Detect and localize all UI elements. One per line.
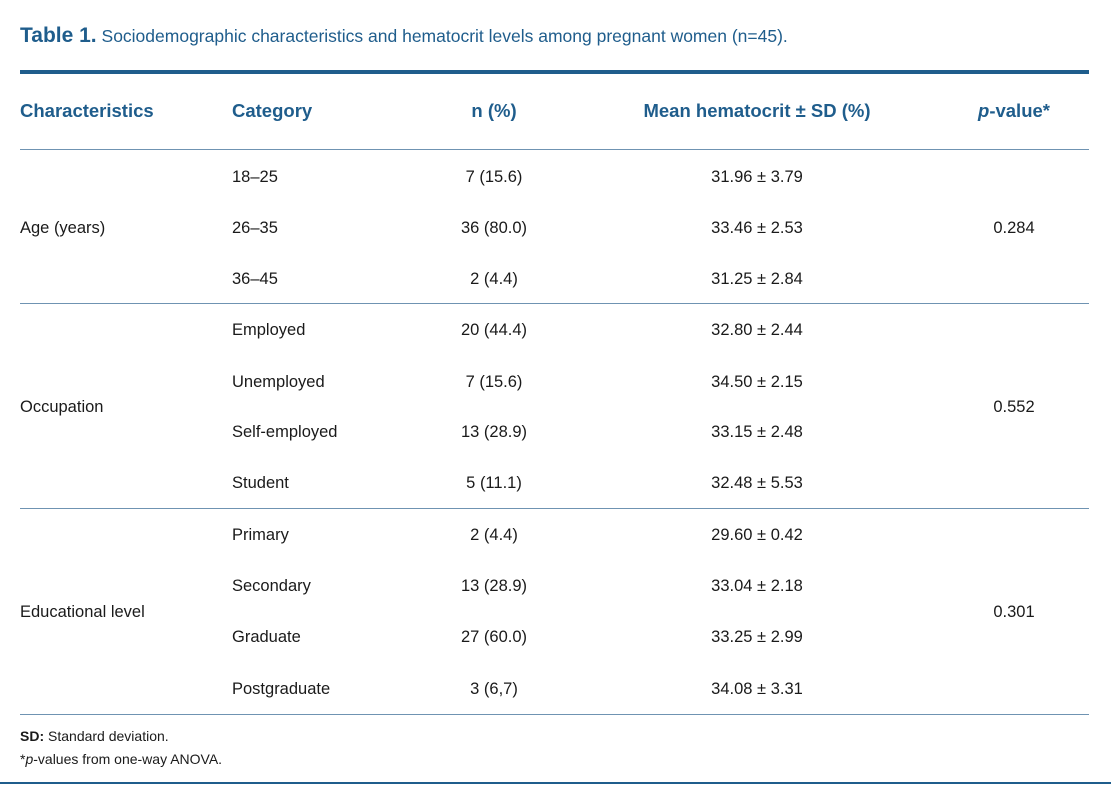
table-row-n: 5 (11.1) <box>466 474 522 492</box>
table-row-n: 2 (4.4) <box>470 270 518 288</box>
table-bottom-rule <box>20 714 1089 715</box>
table-row-mean: 33.15 ± 2.48 <box>711 423 803 441</box>
table-row-mean: 33.25 ± 2.99 <box>711 628 803 646</box>
header-p-italic: p <box>978 100 990 121</box>
group-divider <box>20 508 1089 509</box>
table-row-category: Secondary <box>232 577 311 595</box>
header-p-value: p-value* <box>978 100 1050 122</box>
footnote-sd: SD: Standard deviation. <box>20 728 169 744</box>
table-row-category: Unemployed <box>232 373 325 391</box>
table-row-category: Self-employed <box>232 423 338 441</box>
header-mean-hematocrit: Mean hematocrit ± SD (%) <box>643 100 871 121</box>
table-row-category: Employed <box>232 321 306 339</box>
table-row-mean: 33.46 ± 2.53 <box>711 219 803 237</box>
group-occupation-label: Occupation <box>20 398 104 416</box>
page-bottom-rule <box>0 782 1111 784</box>
table-row-n: 13 (28.9) <box>460 423 528 441</box>
table-row-mean: 31.25 ± 2.84 <box>711 270 803 288</box>
table-row-category: Graduate <box>232 628 301 646</box>
table-caption: Table 1. Sociodemographic characteristic… <box>20 24 788 48</box>
table-top-rule <box>20 70 1089 74</box>
footnote-p-prefix: * <box>20 751 26 767</box>
table-row-n: 7 (15.6) <box>465 168 523 186</box>
table-caption-text: Sociodemographic characteristics and hem… <box>101 26 788 46</box>
footnote-p-value: *p-values from one-way ANOVA. <box>20 751 222 767</box>
footnote-sd-text: Standard deviation. <box>44 728 169 744</box>
footnote-p-italic: p <box>25 751 34 767</box>
table-row-mean: 32.48 ± 5.53 <box>711 474 803 492</box>
header-category: Category <box>232 100 313 121</box>
table-row-mean: 31.96 ± 3.79 <box>711 168 803 186</box>
table-row-category: Primary <box>232 526 289 544</box>
table-row-mean: 34.50 ± 2.15 <box>711 373 803 391</box>
group-occupation-p-value: 0.552 <box>993 398 1035 416</box>
group-age-label: Age (years) <box>20 219 106 237</box>
table-row-n: 27 (60.0) <box>460 628 528 646</box>
header-rule <box>20 149 1089 150</box>
table-row-n: 3 (6,7) <box>470 680 518 698</box>
group-education-p-value: 0.301 <box>993 603 1035 621</box>
table-row-category: Student <box>232 474 289 492</box>
footnote-p-text: -values from one-way ANOVA. <box>33 751 223 767</box>
table-caption-label: Table 1. <box>20 24 97 47</box>
group-education-label: Educational level <box>20 603 145 621</box>
header-characteristics: Characteristics <box>20 100 154 121</box>
table-row-n: 20 (44.4) <box>460 321 528 339</box>
table-row-mean: 34.08 ± 3.31 <box>711 680 803 698</box>
header-n-percent: n (%) <box>471 100 517 121</box>
table-row-n: 7 (15.6) <box>465 373 523 391</box>
footnote-sd-label: SD: <box>20 728 45 744</box>
table-row-category: Postgraduate <box>232 680 331 698</box>
table-row-n: 13 (28.9) <box>460 577 528 595</box>
table-row-mean: 29.60 ± 0.42 <box>711 526 803 544</box>
table-row-category: 36–45 <box>232 270 278 288</box>
table-row-mean: 32.80 ± 2.44 <box>711 321 803 339</box>
table-row-n: 2 (4.4) <box>470 526 518 544</box>
group-divider <box>20 303 1089 304</box>
table-row-n: 36 (80.0) <box>460 219 528 237</box>
table-row-category: 18–25 <box>232 168 278 186</box>
group-age-p-value: 0.284 <box>993 219 1035 237</box>
header-p-rest: -value* <box>989 100 1050 121</box>
table-row-mean: 33.04 ± 2.18 <box>711 577 803 595</box>
table-row-category: 26–35 <box>232 219 278 237</box>
